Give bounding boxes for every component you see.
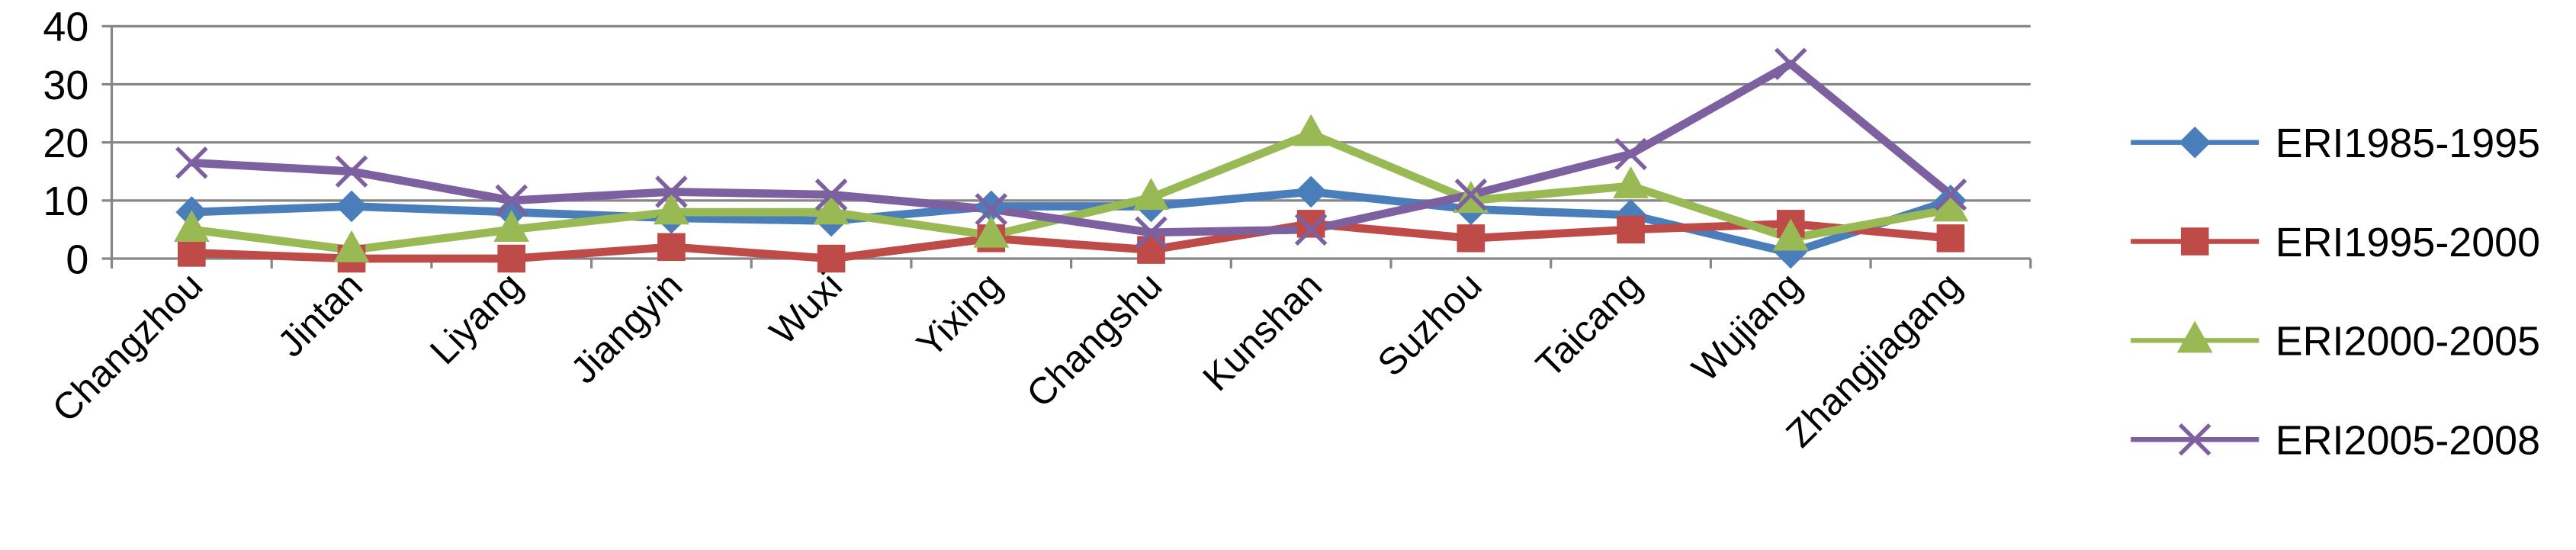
x-tick-label: Liyang xyxy=(422,265,531,373)
data-point xyxy=(1135,216,1168,249)
data-point xyxy=(1932,189,1969,222)
data-point xyxy=(1133,178,1169,211)
legend-marker xyxy=(2176,320,2213,353)
data-point xyxy=(975,193,1008,226)
series-line xyxy=(191,188,1952,257)
series-line xyxy=(191,219,1951,263)
data-point xyxy=(1296,210,1325,238)
data-point xyxy=(1293,114,1329,146)
data-point xyxy=(495,184,528,217)
y-tick-label: 0 xyxy=(66,236,88,282)
data-point xyxy=(1295,175,1328,208)
y-tick-label: 20 xyxy=(43,121,88,166)
x-tick-label: Suzhou xyxy=(1370,265,1490,384)
data-point xyxy=(333,230,370,262)
data-point xyxy=(1617,215,1645,244)
series-line xyxy=(191,60,1954,237)
data-point xyxy=(1454,179,1488,211)
data-point xyxy=(1294,213,1328,246)
x-tick-label: Wuxi xyxy=(762,265,850,353)
data-point xyxy=(655,175,688,208)
y-tick-label: 40 xyxy=(43,5,88,50)
x-tick-label: Jintan xyxy=(270,265,371,365)
x-tick-label: Jiangyin xyxy=(563,265,690,392)
x-tick-label: Yixing xyxy=(909,265,1010,366)
data-point xyxy=(1772,218,1809,251)
data-point xyxy=(335,155,368,188)
legend-marker xyxy=(2178,423,2211,456)
data-point xyxy=(817,244,846,273)
legend-label: ERI2000-2005 xyxy=(2276,319,2540,365)
data-point xyxy=(1457,224,1486,252)
data-point xyxy=(336,190,368,223)
x-tick-label: Wujiang xyxy=(1684,265,1810,390)
x-tick-label: Changzhou xyxy=(44,265,210,430)
data-point xyxy=(497,244,526,273)
legend-marker xyxy=(2180,227,2209,256)
data-point xyxy=(1934,179,1967,211)
data-point xyxy=(1613,166,1649,198)
data-point xyxy=(657,233,686,262)
y-tick-label: 10 xyxy=(43,179,88,224)
data-point xyxy=(1936,224,1965,252)
data-point xyxy=(1614,137,1647,171)
legend-label: ERI2005-2008 xyxy=(2276,418,2540,464)
data-point xyxy=(175,146,208,179)
x-tick-label: Changshu xyxy=(1019,265,1171,416)
legend-marker xyxy=(2179,126,2211,159)
data-point xyxy=(1774,47,1807,81)
legend-label: ERI1995-2000 xyxy=(2276,220,2540,265)
data-point xyxy=(173,210,210,243)
y-tick-label: 30 xyxy=(43,63,88,108)
data-point xyxy=(973,215,1010,248)
legend-label: ERI1985-1995 xyxy=(2276,121,2540,166)
data-point xyxy=(814,179,848,211)
x-tick-label: Taicang xyxy=(1528,265,1650,386)
data-point xyxy=(654,192,689,225)
data-point xyxy=(178,239,206,267)
x-tick-label: Kunshan xyxy=(1195,265,1330,400)
series-line xyxy=(191,129,1951,254)
data-point xyxy=(813,192,850,225)
data-point xyxy=(493,210,530,243)
